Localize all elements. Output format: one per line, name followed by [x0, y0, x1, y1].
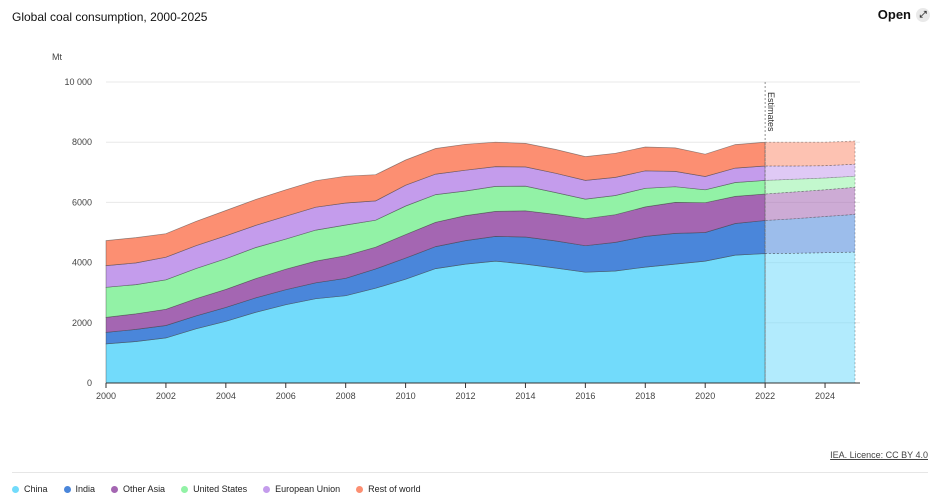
licence-link[interactable]: IEA. Licence: CC BY 4.0	[830, 450, 928, 460]
legend-label: European Union	[275, 484, 341, 494]
legend-swatch	[111, 485, 119, 493]
x-tick-label: 2002	[156, 391, 176, 401]
legend-item-european-union[interactable]: European Union	[263, 484, 340, 494]
legend-swatch	[12, 485, 19, 493]
legend-item-india[interactable]: India	[63, 484, 96, 494]
legend-separator	[12, 472, 928, 473]
x-tick-label: 2020	[695, 391, 715, 401]
open-label: Open	[877, 7, 911, 22]
x-tick-label: 2012	[456, 391, 476, 401]
legend-item-united-states[interactable]: United States	[181, 484, 247, 494]
legend-item-china[interactable]: China	[12, 484, 48, 494]
x-tick-label: 2000	[96, 391, 116, 401]
estimates-label: Estimates	[766, 92, 776, 132]
area-estimate-rest-of-world	[764, 140, 856, 167]
legend-label: Rest of world	[368, 484, 421, 494]
legend-label: China	[24, 484, 48, 494]
area-estimate-european-union	[764, 163, 856, 181]
legend-label: India	[75, 484, 96, 494]
coal-consumption-chart: 0 2000 4000 6000 8000 10 000 Mt Estimates 2000 20…	[52, 52, 860, 401]
x-tick-label: 2010	[396, 391, 416, 401]
y-tick-label: 8000	[72, 137, 92, 147]
area-estimate-india	[764, 214, 856, 254]
expand-arrows-icon: ⤢	[916, 7, 930, 22]
legend-swatch	[63, 485, 71, 493]
legend-item-rest-of-world[interactable]: Rest of world	[356, 484, 421, 494]
x-tick-label: 2024	[815, 391, 835, 401]
legend-label: Other Asia	[123, 484, 166, 494]
x-tick-label: 2004	[216, 391, 236, 401]
y-tick-label: 2000	[72, 318, 92, 328]
legend-swatch	[356, 485, 364, 493]
y-tick-label: 4000	[72, 258, 92, 268]
open-button[interactable]: Open ⤢	[878, 7, 930, 22]
axes: 0 2000 4000 6000 8000 10 000 Mt Estimates 2000 20…	[52, 52, 860, 401]
x-tick-label: 2006	[276, 391, 296, 401]
area-estimate-united-states	[764, 175, 856, 195]
stacked-areas	[105, 140, 856, 384]
x-tick-label: 2014	[515, 391, 535, 401]
x-tick-label: 2008	[336, 391, 356, 401]
y-axis-unit: Mt	[52, 52, 62, 62]
legend-label: United States	[193, 484, 248, 494]
chart-title: Global coal consumption, 2000-2025	[12, 10, 208, 24]
y-tick-label: 6000	[72, 197, 92, 207]
x-tick-label: 2022	[755, 391, 775, 401]
legend: China India Other Asia United States Europea…	[12, 484, 421, 494]
y-tick-label: 10 000	[64, 77, 92, 87]
legend-swatch	[181, 485, 189, 493]
y-tick-label: 0	[87, 378, 92, 388]
legend-item-other-asia[interactable]: Other Asia	[111, 484, 165, 494]
x-tick-label: 2018	[635, 391, 655, 401]
legend-swatch	[263, 485, 271, 493]
area-estimate-china	[764, 251, 856, 384]
x-tick-label: 2016	[575, 391, 595, 401]
